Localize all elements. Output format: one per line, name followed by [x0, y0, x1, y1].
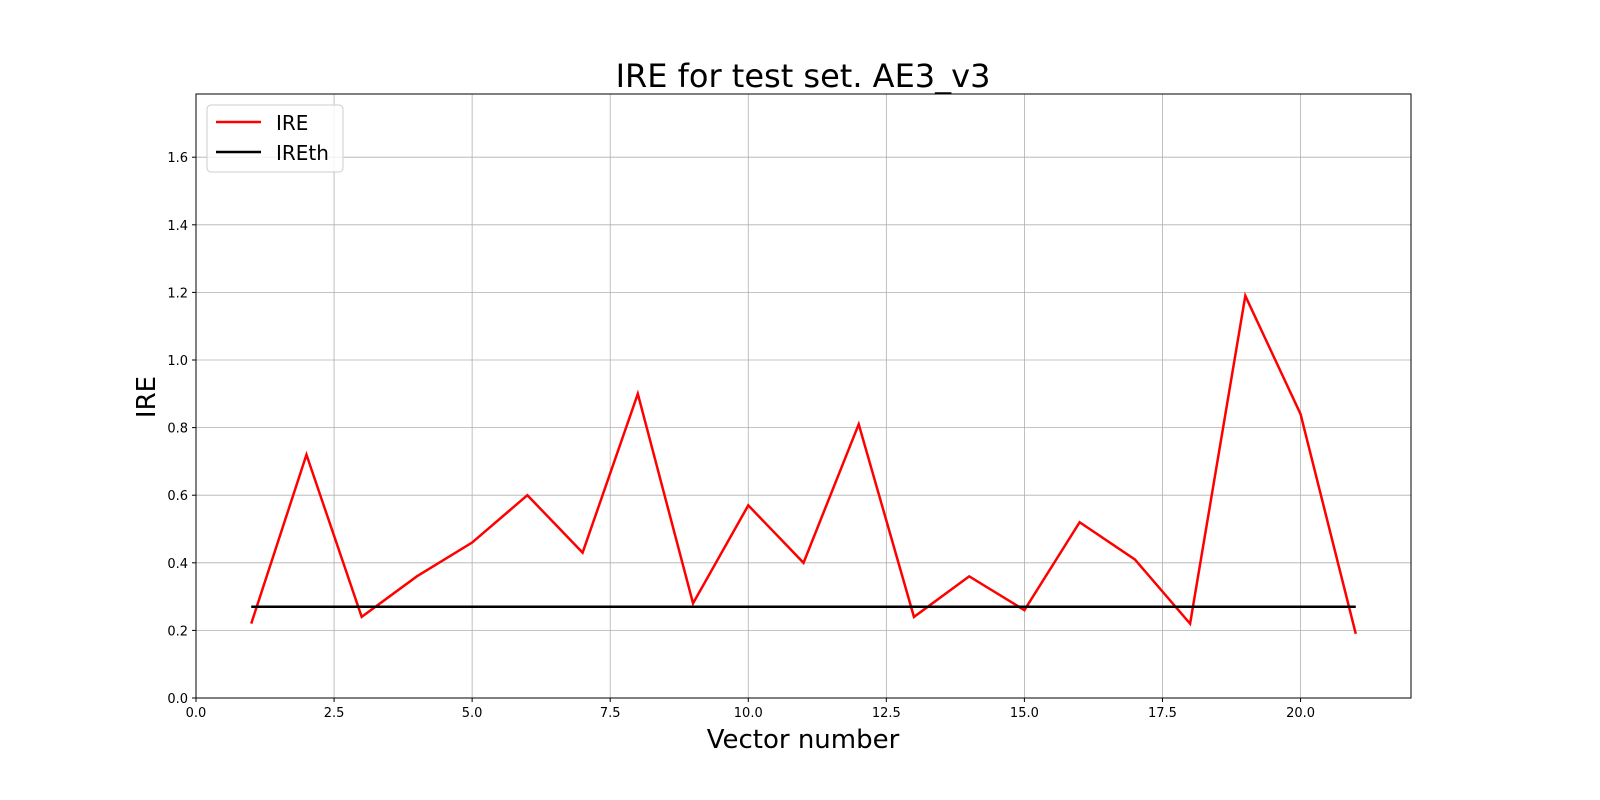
ticks: 0.0 2.5 5.0 7.5 10.0 12.5 15.0 17.5 20.0 0.0 0.2 0.…: [167, 151, 1315, 721]
x-tick-label: 17.5: [1148, 706, 1177, 721]
x-tick-label: 12.5: [872, 706, 901, 721]
y-tick-label: 0.8: [167, 422, 188, 437]
y-tick-label: 1.4: [167, 219, 188, 234]
x-tick-label: 20.0: [1286, 706, 1315, 721]
series-group: [250, 291, 1357, 635]
y-tick-label: 1.2: [167, 286, 188, 301]
y-tick-label: 0.4: [167, 557, 188, 572]
x-axis-label: Vector number: [707, 725, 900, 755]
y-tick-label: 1.0: [167, 354, 188, 369]
y-axis-label: IRE: [132, 376, 162, 418]
series-line-ire: [250, 291, 1357, 635]
x-tick-label: 0.0: [186, 706, 207, 721]
x-tick-label: 15.0: [1010, 706, 1039, 721]
x-tick-label: 5.0: [462, 706, 483, 721]
legend: IRE IREth: [206, 104, 344, 173]
legend-label-ire: IRE: [276, 111, 308, 135]
x-tick-label: 2.5: [324, 706, 345, 721]
plot-frame: [195, 93, 1412, 699]
y-tick-label: 0.6: [167, 489, 188, 504]
x-tick-label: 10.0: [734, 706, 763, 721]
y-tick-label: 0.2: [167, 624, 188, 639]
y-tick-label: 1.6: [167, 151, 188, 166]
x-tick-label: 7.5: [600, 706, 621, 721]
y-tick-label: 0.0: [167, 692, 188, 707]
chart-title: IRE for test set. AE3_v3: [616, 57, 991, 95]
legend-label-ireth: IREth: [276, 141, 329, 165]
